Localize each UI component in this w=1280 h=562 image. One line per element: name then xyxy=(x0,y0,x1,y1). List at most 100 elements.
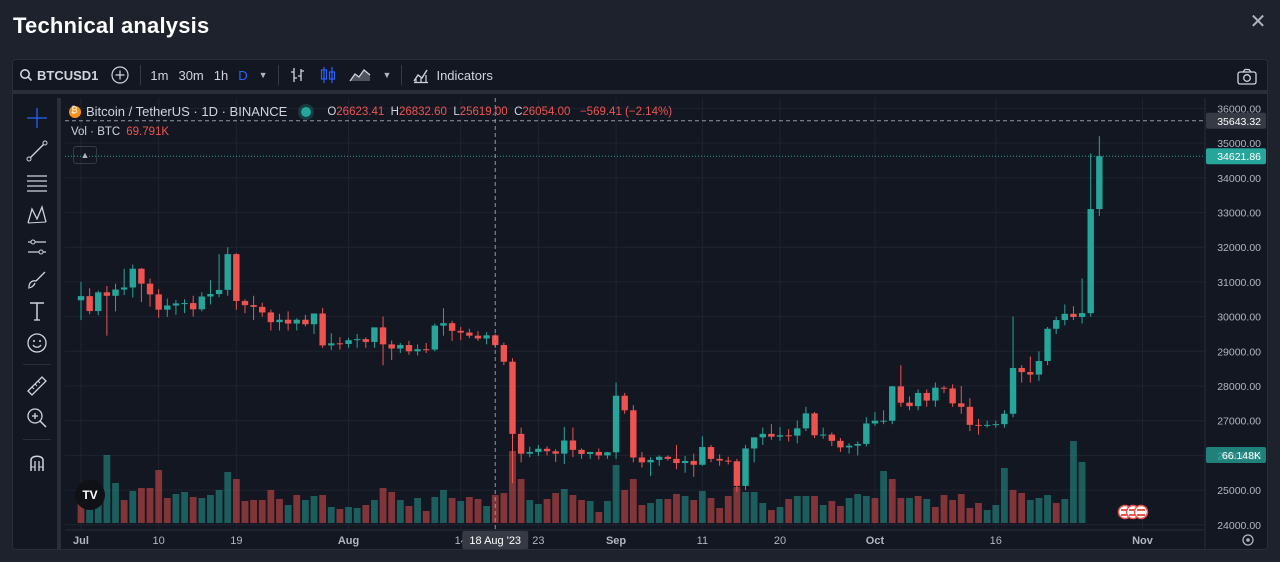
interval-1h[interactable]: 1h xyxy=(213,67,229,83)
volume-bar xyxy=(880,471,887,523)
candle-body xyxy=(181,303,188,305)
low-value: 25619.00 xyxy=(459,105,508,118)
volume-bar xyxy=(733,487,741,523)
volume-label[interactable]: Vol · BTC xyxy=(71,126,121,138)
price-tick-label: 36000.00 xyxy=(1217,103,1261,115)
candle-body xyxy=(854,443,861,446)
pattern-tool-icon[interactable] xyxy=(25,203,49,227)
volume-bar xyxy=(405,506,413,523)
volume-bar xyxy=(629,479,637,523)
magnet-icon[interactable] xyxy=(25,450,49,474)
volume-bar xyxy=(189,497,197,523)
top-toolbar: BTCUSD1 1m 30m 1h D ▼ xyxy=(13,60,1267,94)
candle-body xyxy=(914,392,922,407)
volume-bar xyxy=(138,488,145,523)
candle-body xyxy=(1087,209,1094,314)
chart-style-dropdown[interactable]: ▼ xyxy=(377,60,398,92)
time-tick-label: 23 xyxy=(532,535,544,547)
volume-bar xyxy=(819,505,827,523)
emoji-tool-icon[interactable] xyxy=(25,331,49,355)
crosshair-date-label: 18 Aug '23 xyxy=(469,535,521,547)
camera-icon[interactable] xyxy=(1237,68,1257,86)
text-tool-icon[interactable] xyxy=(25,299,49,323)
volume-bar xyxy=(198,498,206,523)
candle-body xyxy=(768,433,775,437)
price-chart[interactable]: 36000.00 35000.00 34000.00 33000.00 32000.00… xyxy=(65,98,1267,549)
candle-body xyxy=(146,283,154,295)
candle-body xyxy=(733,461,741,486)
ruler-tool-icon[interactable] xyxy=(25,374,49,398)
tradingview-logo[interactable]: TV xyxy=(75,480,105,510)
volume-bar xyxy=(655,499,663,523)
candle-body xyxy=(103,292,111,296)
candle-body xyxy=(681,460,689,464)
volume-bar xyxy=(569,495,577,523)
volume-bar xyxy=(1061,499,1069,523)
interval-1m[interactable]: 1m xyxy=(150,67,169,83)
collapse-legend-button[interactable]: ▲ xyxy=(73,146,97,164)
time-tick-label: 19 xyxy=(230,535,242,547)
candle-body xyxy=(699,447,706,465)
trend-line-tool-icon[interactable] xyxy=(25,139,49,163)
candles-style-button[interactable] xyxy=(313,60,343,92)
candle-body xyxy=(595,451,602,456)
volume-bar xyxy=(906,498,913,523)
symbol-search-button[interactable]: BTCUSD1 xyxy=(13,60,104,92)
candle-body xyxy=(388,344,395,349)
prediction-tool-icon[interactable] xyxy=(25,235,49,259)
candle-body xyxy=(267,312,275,323)
bars-icon xyxy=(290,68,304,82)
volume-bar xyxy=(491,495,499,523)
candle-body xyxy=(725,460,732,462)
candle-body xyxy=(250,305,257,307)
zoom-in-icon[interactable] xyxy=(25,406,49,430)
candle-body xyxy=(95,292,102,312)
compare-symbol-button[interactable] xyxy=(104,60,136,92)
volume-bar xyxy=(1009,490,1017,523)
volume-bar xyxy=(1001,468,1008,523)
brush-tool-icon[interactable] xyxy=(25,267,49,291)
close-icon[interactable]: ✕ xyxy=(1249,11,1267,33)
volume-bar xyxy=(388,492,396,523)
bars-style-button[interactable] xyxy=(283,60,313,92)
fib-retracement-tool-icon[interactable] xyxy=(25,171,49,195)
bitcoin-icon xyxy=(69,105,81,118)
series-title[interactable]: Bitcoin / TetherUS · 1D · BINANCE xyxy=(86,104,288,119)
volume-bar xyxy=(681,496,689,523)
interval-1d[interactable]: D xyxy=(238,67,248,83)
candle-body xyxy=(86,296,93,312)
volume-bar xyxy=(966,508,974,523)
interval-dropdown[interactable]: ▼ xyxy=(253,60,274,92)
candle-body xyxy=(120,287,128,290)
candle-body xyxy=(604,452,611,456)
time-tick-label: Aug xyxy=(338,535,359,547)
candle-body xyxy=(638,457,646,463)
candle-body xyxy=(474,335,482,339)
candle-body xyxy=(276,319,283,323)
volume-bar xyxy=(353,508,361,523)
us-flag-stripe xyxy=(1137,514,1145,516)
candle-body xyxy=(578,449,585,455)
candle-body xyxy=(863,423,870,444)
change-value: −569.41 (−2.14%) xyxy=(579,105,673,118)
crosshair-tool-icon[interactable] xyxy=(25,106,49,130)
area-style-button[interactable] xyxy=(343,60,377,92)
candle-body xyxy=(112,289,119,296)
candle-body xyxy=(569,440,577,450)
volume-bar xyxy=(957,494,965,523)
volume-bar xyxy=(785,499,793,523)
chart-pane[interactable]: 36000.00 35000.00 34000.00 33000.00 32000.00… xyxy=(65,98,1267,549)
candle-body xyxy=(259,306,266,313)
volume-bar xyxy=(94,501,102,523)
price-tick-label: 27000.00 xyxy=(1217,416,1261,428)
candle-body xyxy=(138,268,145,284)
volume-bar xyxy=(647,503,654,523)
volume-bar xyxy=(207,495,214,523)
volume-bar xyxy=(517,479,525,523)
interval-30m[interactable]: 30m xyxy=(178,67,204,83)
indicators-button[interactable]: Indicators xyxy=(406,60,498,92)
volume-bar xyxy=(793,496,801,523)
chevron-down-icon: ▼ xyxy=(382,70,392,80)
candle-body xyxy=(293,319,300,324)
candle-body xyxy=(975,424,982,426)
